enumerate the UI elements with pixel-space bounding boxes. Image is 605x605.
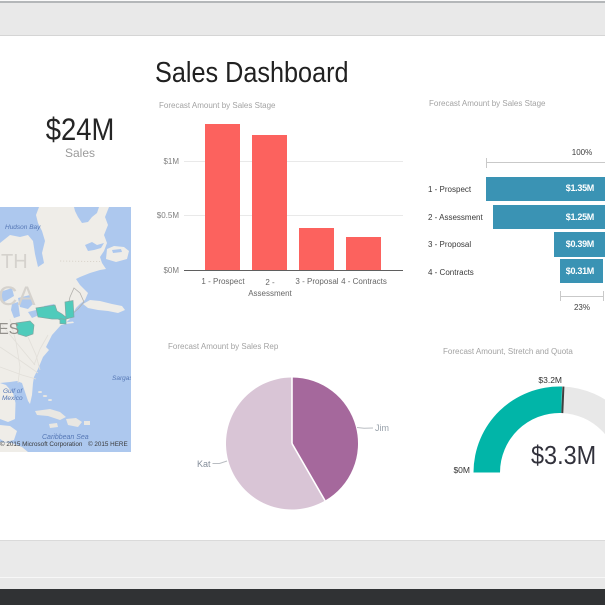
svg-text:ES: ES — [0, 321, 19, 338]
svg-text:CA: CA — [0, 281, 36, 311]
svg-text:© 2015 Microsoft Corporation: © 2015 Microsoft Corporation — [0, 440, 83, 448]
svg-text:Gulf of: Gulf of — [3, 388, 23, 395]
svg-text:TH: TH — [1, 251, 28, 273]
svg-text:Sargass: Sargass — [112, 375, 131, 382]
svg-text:Hudson Bay: Hudson Bay — [5, 224, 41, 231]
svg-text:© 2015 HERE: © 2015 HERE — [88, 440, 128, 448]
svg-text:Mexico: Mexico — [2, 395, 23, 402]
svg-text:Caribbean Sea: Caribbean Sea — [42, 434, 89, 441]
